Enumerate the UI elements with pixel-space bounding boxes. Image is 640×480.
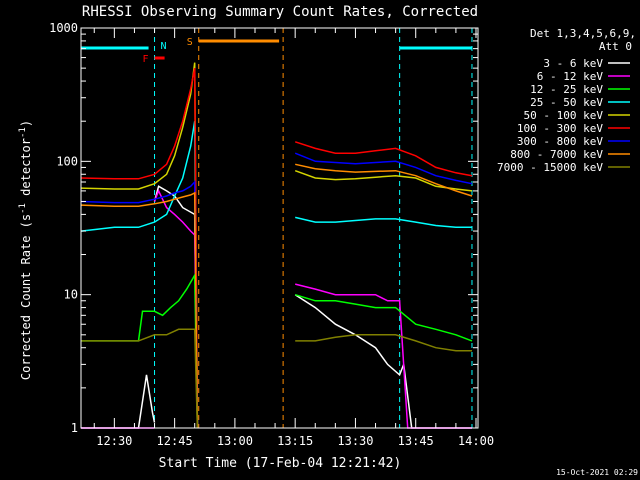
series-8-segment-0 <box>81 328 199 429</box>
legend-label-6: 300 - 800 keV <box>517 135 603 148</box>
legend-label-1: 6 - 12 keV <box>537 70 604 83</box>
legend-label-5: 100 - 300 keV <box>517 122 603 135</box>
chart-title: RHESSI Observing Summary Count Rates, Co… <box>82 4 478 20</box>
x-tick-label-5: 13:45 <box>398 434 434 448</box>
x-tick-label-2: 13:00 <box>217 434 253 448</box>
legend-label-7: 800 - 7000 keV <box>510 148 603 161</box>
series-lines <box>80 62 473 429</box>
series-6-segment-1 <box>294 152 473 185</box>
region-lines <box>154 28 473 428</box>
y-label-text: Corrected Count Rate (s <box>19 214 33 380</box>
footer-date: 15-Oct-2021 02:29 <box>556 468 638 477</box>
series-1-segment-1 <box>153 189 199 429</box>
x-axis-label: Start Time (17-Feb-04 12:21:42) <box>159 456 402 471</box>
legend-label-2: 12 - 25 keV <box>530 83 603 96</box>
series-0-segment-2 <box>294 294 472 429</box>
flag-label-f: F <box>143 54 149 65</box>
series-7-segment-1 <box>295 163 473 197</box>
x-tick-label-3: 13:15 <box>277 434 313 448</box>
y-tick-label-1: 10 <box>64 288 78 302</box>
series-1-segment-2 <box>295 283 472 429</box>
flag-bars: F N S <box>81 37 472 65</box>
svg-text:Corrected Count Rate (s-1 dete: Corrected Count Rate (s-1 detector-1) <box>18 120 33 380</box>
plot-frame <box>80 27 479 429</box>
series-6-segment-0 <box>80 180 199 429</box>
x-tick-label-4: 13:30 <box>337 434 373 448</box>
series-4-segment-0 <box>80 62 199 429</box>
series-5-segment-1 <box>294 141 473 177</box>
legend-label-4: 50 - 100 keV <box>524 109 604 122</box>
y-label-middle: detector <box>19 138 33 203</box>
x-tick-label-0: 12:30 <box>96 434 132 448</box>
x-tick-label-6: 14:00 <box>458 434 494 448</box>
series-0-segment-0 <box>81 374 156 429</box>
series-5-segment-0 <box>80 67 199 429</box>
series-2-segment-0 <box>81 272 199 429</box>
y-tick-label-2: 100 <box>56 154 78 168</box>
flag-label-s: S <box>187 37 193 48</box>
series-8-segment-1 <box>295 334 472 352</box>
axes: 1 10 100 1000 12:30 12:45 13:00 13:15 13:30 13:45… <box>49 21 494 448</box>
y-label-end: ) <box>19 120 33 127</box>
y-tick-label-0: 1 <box>71 421 78 435</box>
series-7-segment-0 <box>80 191 199 429</box>
y-label-superscript-2: -1 <box>18 127 28 138</box>
y-tick-label-3: 1000 <box>49 21 78 35</box>
legend-header-detectors: Det 1,3,4,5,6,9, <box>530 27 636 40</box>
series-3-segment-1 <box>295 216 472 229</box>
series-3-segment-0 <box>80 121 199 429</box>
legend-label-8: 7000 - 15000 keV <box>497 161 603 174</box>
y-axis-label: Corrected Count Rate (s-1 detector-1) <box>18 120 33 380</box>
x-tick-label-1: 12:45 <box>157 434 193 448</box>
legend-label-0: 3 - 6 keV <box>543 57 603 70</box>
legend-header-attenuator: Att 0 <box>599 40 632 53</box>
legend-label-3: 25 - 50 keV <box>530 96 603 109</box>
y-label-superscript-1: -1 <box>18 203 28 214</box>
series-0-segment-1 <box>153 185 199 429</box>
flag-label-n: N <box>161 41 167 52</box>
series-2-segment-1 <box>294 293 473 342</box>
